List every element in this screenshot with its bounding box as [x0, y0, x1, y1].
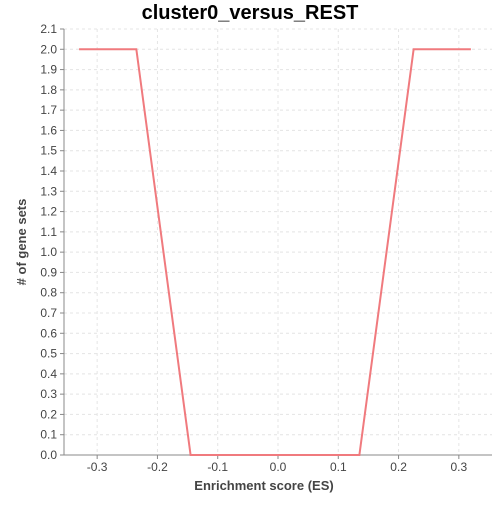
y-tick-label: 0.3: [40, 387, 57, 401]
chart-title: cluster0_versus_REST: [141, 2, 359, 24]
y-tick-label: 0.8: [40, 286, 57, 300]
x-tick-label: -0.3: [87, 460, 108, 474]
y-tick-label: 1.8: [40, 83, 57, 97]
y-tick-label: 1.4: [40, 164, 57, 178]
y-tick-label: 0.2: [40, 407, 57, 421]
x-axis-label: Enrichment score (ES): [194, 478, 333, 493]
x-tick-label: -0.2: [147, 460, 168, 474]
y-axis-label: # of gene sets: [14, 199, 29, 286]
series-line: [79, 48, 471, 456]
x-tick-label: -0.1: [207, 460, 228, 474]
y-tick-label: 1.2: [40, 205, 57, 219]
x-tick-label: 0.2: [390, 460, 407, 474]
y-tick-label: 1.6: [40, 123, 57, 137]
y-tick-label: 0.9: [40, 265, 57, 279]
y-tick-label: 2.1: [40, 22, 57, 36]
y-tick-label: 2.0: [40, 42, 57, 56]
y-tick-label: 1.1: [40, 225, 57, 239]
y-tick-label: 1.7: [40, 103, 57, 117]
x-tick-label: 0.3: [451, 460, 468, 474]
y-tick-label: 0.0: [40, 448, 57, 462]
y-tick-label: 1.3: [40, 184, 57, 198]
y-tick-label: 1.0: [40, 245, 57, 259]
y-tick-label: 0.1: [40, 428, 57, 442]
x-tick-label: 0.1: [330, 460, 347, 474]
y-tick-label: 0.5: [40, 347, 57, 361]
series-layer: [79, 48, 471, 456]
labels: 0.0 0.1 0.2 0.3 0.4 0.5 0.6 0.7 0.8 0.9 1.0 1.1 1.2 1…: [14, 22, 468, 493]
x-tick-label: 0.0: [270, 460, 287, 474]
y-tick-label: 0.7: [40, 306, 57, 320]
y-tick-label: 1.9: [40, 63, 57, 77]
y-tick-label: 0.6: [40, 326, 57, 340]
grid: [64, 28, 492, 456]
y-tick-label: 0.4: [40, 367, 57, 381]
y-tick-label: 1.5: [40, 144, 57, 158]
